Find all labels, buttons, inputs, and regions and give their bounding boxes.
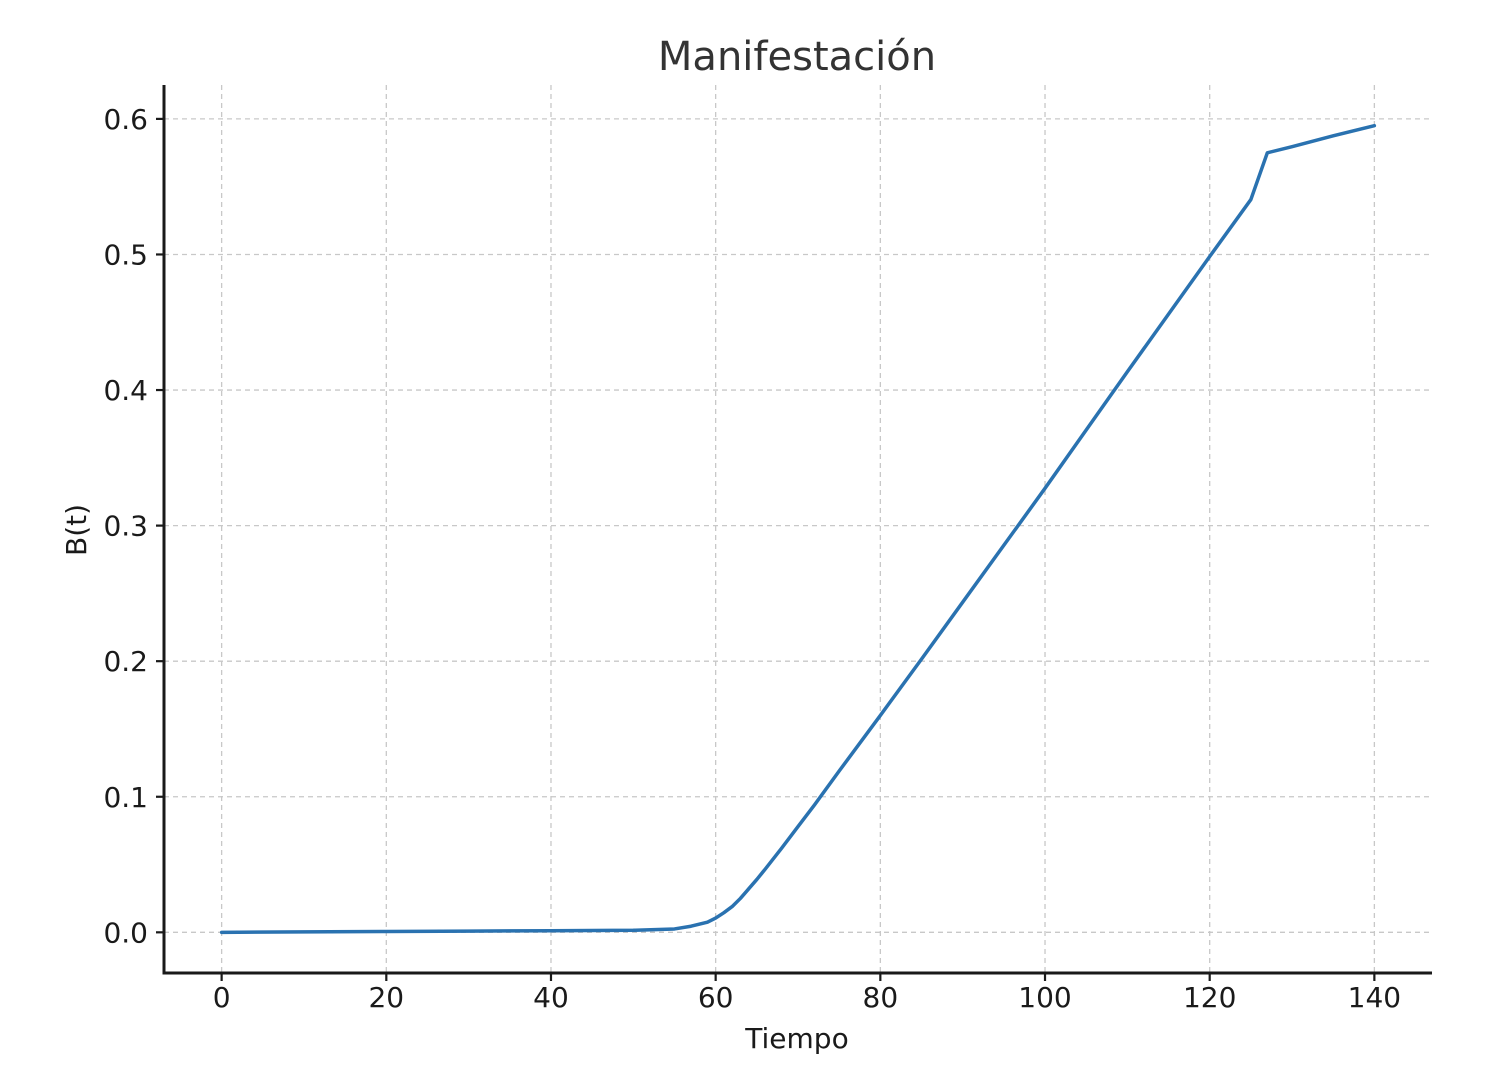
x-axis-label: Tiempo — [744, 1022, 848, 1055]
series-line — [219, 123, 1377, 935]
x-tick-label: 20 — [368, 981, 404, 1014]
x-tick-label: 60 — [698, 981, 734, 1014]
x-tick-label: 100 — [1018, 981, 1071, 1014]
axes — [162, 85, 1432, 975]
y-axis-label: B(t) — [60, 504, 93, 556]
tick-layer: 0 20 40 60 80 100 120 140 0.0 0.1 0.2 0.3 0.4 0.5 0.6 — [103, 103, 1401, 1014]
chart-title: Manifestación — [658, 34, 936, 80]
grid-lines — [164, 85, 1432, 973]
y-tick-label: 0.2 — [103, 645, 148, 678]
y-tick-label: 0.4 — [103, 374, 148, 407]
series-layer — [219, 123, 1377, 935]
y-tick-label: 0.1 — [103, 781, 148, 814]
y-tick-label: 0.0 — [103, 916, 148, 949]
x-tick-label: 80 — [863, 981, 899, 1014]
x-tick-label: 0 — [213, 981, 231, 1014]
y-tick-label: 0.6 — [103, 103, 148, 136]
y-tick-label: 0.5 — [103, 238, 148, 271]
y-tick-label: 0.3 — [103, 510, 148, 543]
x-tick-label: 40 — [533, 981, 569, 1014]
x-tick-label: 140 — [1348, 981, 1401, 1014]
x-tick-label: 120 — [1183, 981, 1236, 1014]
